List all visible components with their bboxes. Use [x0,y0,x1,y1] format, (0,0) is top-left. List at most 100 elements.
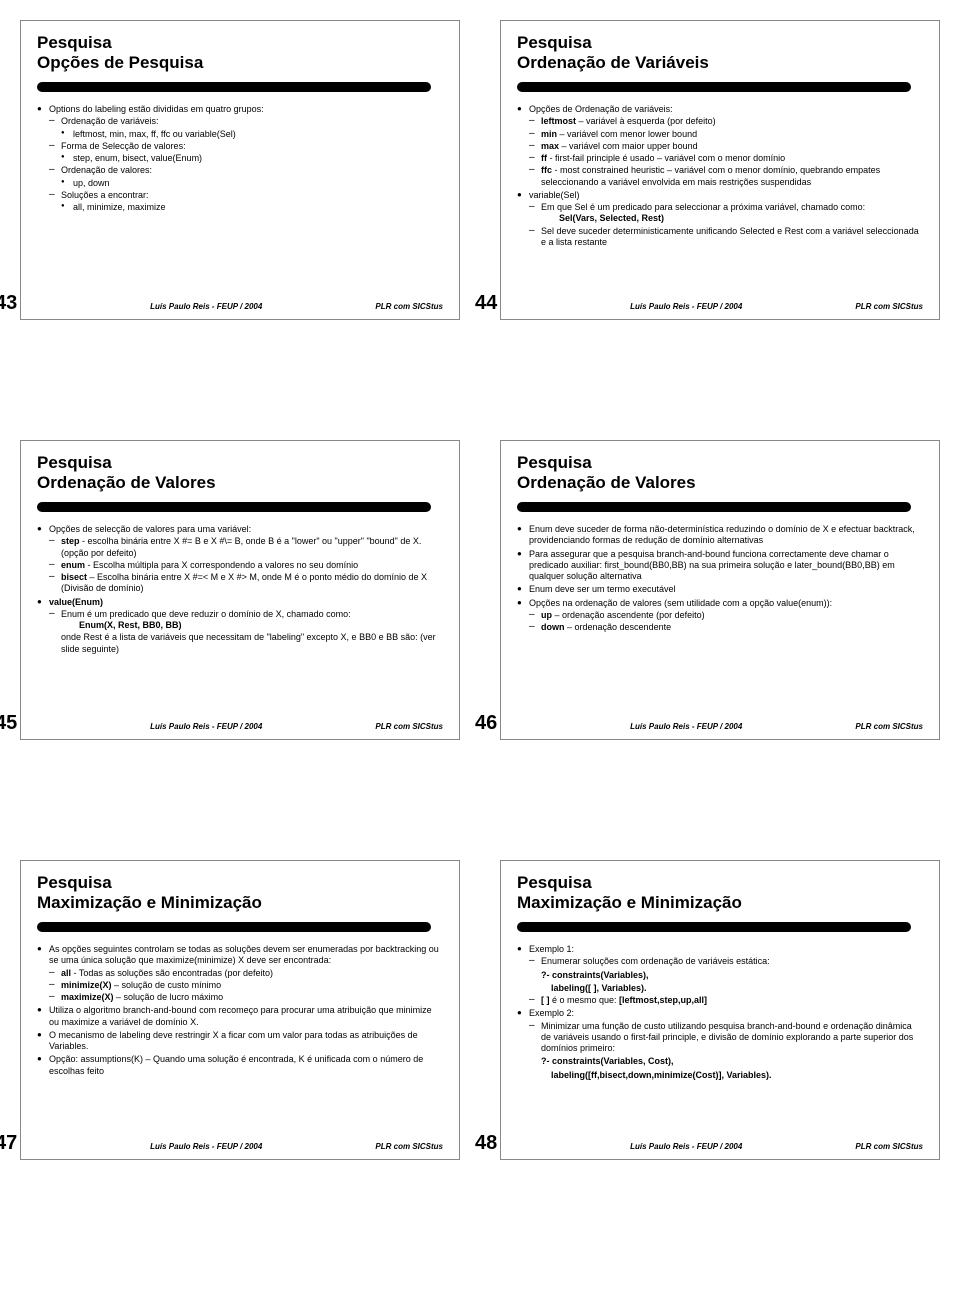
slide-content: Exemplo 1:Enumerar soluções com ordenaçã… [517,942,923,1136]
code-line: Sel(Vars, Selected, Rest) [541,213,923,224]
bullet-lvl1: Opções na ordenação de valores (sem util… [517,598,923,634]
slide-footer: Luís Paulo Reis - FEUP / 2004PLR com SIC… [517,722,923,731]
bullet-lvl2: down – ordenação descendente [529,622,923,633]
code-line: labeling([ff,bisect,down,minimize(Cost)]… [541,1070,923,1081]
code-line: labeling([ ], Variables). [541,983,923,994]
bullet-lvl1: Exemplo 1:Enumerar soluções com ordenaçã… [517,944,923,1006]
title-sup: Pesquisa [37,873,443,893]
title-block: PesquisaOrdenação de Variáveis [517,33,923,72]
footer-right: PLR com SICStus [855,1142,923,1151]
title-block: PesquisaMaximização e Minimização [517,873,923,912]
bullet-text: min – variável com menor lower bound [541,129,697,139]
slide-number: 46 [475,712,497,735]
bullet-text: ff - first-fail principle é usado – vari… [541,153,785,163]
title-block: PesquisaOrdenação de Valores [37,453,443,492]
bullet-lvl1: Opção: assumptions(K) – Quando uma soluç… [37,1054,443,1077]
slide-content: Options do labeling estão divididas em q… [37,102,443,296]
bullet-lvl1: Opções de selecção de valores para uma v… [37,524,443,595]
title-main: Ordenação de Variáveis [517,53,923,73]
bullet-text: bisect – Escolha binária entre X #=< M e… [61,572,427,593]
code-line: ?- constraints(Variables), [541,970,923,981]
slide-footer: Luís Paulo Reis - FEUP / 2004PLR com SIC… [37,302,443,311]
bullet-text: up, down [73,178,110,188]
footer-center: Luís Paulo Reis - FEUP / 2004 [517,302,855,311]
title-bar [517,82,911,92]
bullet-text: leftmost, min, max, ff, ffc ou variable(… [73,129,236,139]
bullet-lvl1: As opções seguintes controlam se todas a… [37,944,443,1003]
slide: 44PesquisaOrdenação de VariáveisOpções d… [500,20,940,320]
bullet-lvl1: Opções de Ordenação de variáveis: leftmos… [517,104,923,188]
slide-number: 43 [0,292,17,315]
bullet-text: all - Todas as soluções são encontradas … [61,968,273,978]
bullet-lvl3: all, minimize, maximize [61,202,443,213]
bullet-text: step - escolha binária entre X #= B e X … [61,536,421,557]
slide-content: Opções de Ordenação de variáveis: leftmos… [517,102,923,296]
bullet-text: Opções de selecção de valores para uma v… [49,524,251,534]
bullet-text: Opções de Ordenação de variáveis: [529,104,673,114]
title-bar [517,922,911,932]
slide-content: Enum deve suceder de forma não-determiní… [517,522,923,716]
bullet-text: Em que Sel é um predicado para seleccion… [541,202,865,212]
bullet-lvl2: Soluções a encontrar:all, minimize, maxi… [49,190,443,214]
bullet-lvl2: leftmost – variável à esquerda (por defe… [529,116,923,127]
bullet-lvl2: bisect – Escolha binária entre X #=< M e… [49,572,443,595]
footer-right: PLR com SICStus [375,722,443,731]
footer-center: Luís Paulo Reis - FEUP / 2004 [517,722,855,731]
slide-footer: Luís Paulo Reis - FEUP / 2004PLR com SIC… [517,1142,923,1151]
bullet-text: [ ] é o mesmo que: [leftmost,step,up,all… [541,995,707,1005]
bullet-lvl2: Minimizar uma função de custo utilizando… [529,1021,923,1081]
bullet-lvl2: Ordenação de variáveis:leftmost, min, ma… [49,116,443,140]
bullet-lvl2: [ ] é o mesmo que: [leftmost,step,up,all… [529,995,923,1006]
bullet-text: Exemplo 2: [529,1008,574,1018]
title-main: Maximização e Minimização [37,893,443,913]
bullet-lvl1: value(Enum) Enum é um predicado que deve … [37,597,443,655]
bullet-text: Utiliza o algoritmo branch-and-bound com… [49,1005,432,1026]
footer-right: PLR com SICStus [855,722,923,731]
title-sup: Pesquisa [517,33,923,53]
bullet-text: variable(Sel) [529,190,580,200]
bullet-lvl2: Em que Sel é um predicado para seleccion… [529,202,923,225]
bullet-text: value(Enum) [49,597,103,607]
footer-center: Luís Paulo Reis - FEUP / 2004 [37,1142,375,1151]
slide-footer: Luís Paulo Reis - FEUP / 2004PLR com SIC… [37,1142,443,1151]
bullet-lvl2: minimize(X) – solução de custo mínimo [49,980,443,991]
slide: 47PesquisaMaximização e MinimizaçãoAs op… [20,860,460,1160]
bullet-text: Enum é um predicado que deve reduzir o d… [61,609,351,619]
title-block: PesquisaOrdenação de Valores [517,453,923,492]
bullet-text: O mecanismo de labeling deve restringir … [49,1030,418,1051]
slide: 48PesquisaMaximização e MinimizaçãoExemp… [500,860,940,1160]
slide-footer: Luís Paulo Reis - FEUP / 2004PLR com SIC… [517,302,923,311]
bullet-lvl2: Forma de Selecção de valores: step, enum,… [49,141,443,165]
bullet-text: all, minimize, maximize [73,202,166,212]
bullet-lvl1: Enum deve suceder de forma não-determiní… [517,524,923,547]
bullet-text: Options do labeling estão divididas em q… [49,104,264,114]
bullet-text: maximize(X) – solução de lucro máximo [61,992,223,1002]
title-sup: Pesquisa [517,873,923,893]
bullet-text: onde Rest é a lista de variáveis que nec… [61,632,436,653]
bullet-text: Ordenação de valores: [61,165,152,175]
bullet-text: Enum deve suceder de forma não-determiní… [529,524,915,545]
bullet-lvl1: variable(Sel) Em que Sel é um predicado p… [517,190,923,248]
slide-number: 45 [0,712,17,735]
title-block: PesquisaOpções de Pesquisa [37,33,443,72]
bullet-lvl3: step, enum, bisect, value(Enum) [61,153,443,164]
bullet-text: minimize(X) – solução de custo mínimo [61,980,221,990]
title-main: Opções de Pesquisa [37,53,443,73]
slide-number: 48 [475,1132,497,1155]
footer-right: PLR com SICStus [375,1142,443,1151]
bullet-text: step, enum, bisect, value(Enum) [73,153,202,163]
title-main: Ordenação de Valores [37,473,443,493]
title-main: Ordenação de Valores [517,473,923,493]
bullet-text: max – variável com maior upper bound [541,141,698,151]
footer-right: PLR com SICStus [855,302,923,311]
bullet-text: Exemplo 1: [529,944,574,954]
bullet-text: down – ordenação descendente [541,622,671,632]
bullet-lvl2: up – ordenação ascendente (por defeito) [529,610,923,621]
bullet-lvl1: Utiliza o algoritmo branch-and-bound com… [37,1005,443,1028]
bullet-lvl1: Enum deve ser um termo executável [517,584,923,595]
bullet-text: Forma de Selecção de valores: [61,141,186,151]
bullet-text: Minimizar uma função de custo utilizando… [541,1021,913,1054]
footer-right: PLR com SICStus [375,302,443,311]
title-bar [37,82,431,92]
bullet-text: enum - Escolha múltipla para X correspon… [61,560,358,570]
